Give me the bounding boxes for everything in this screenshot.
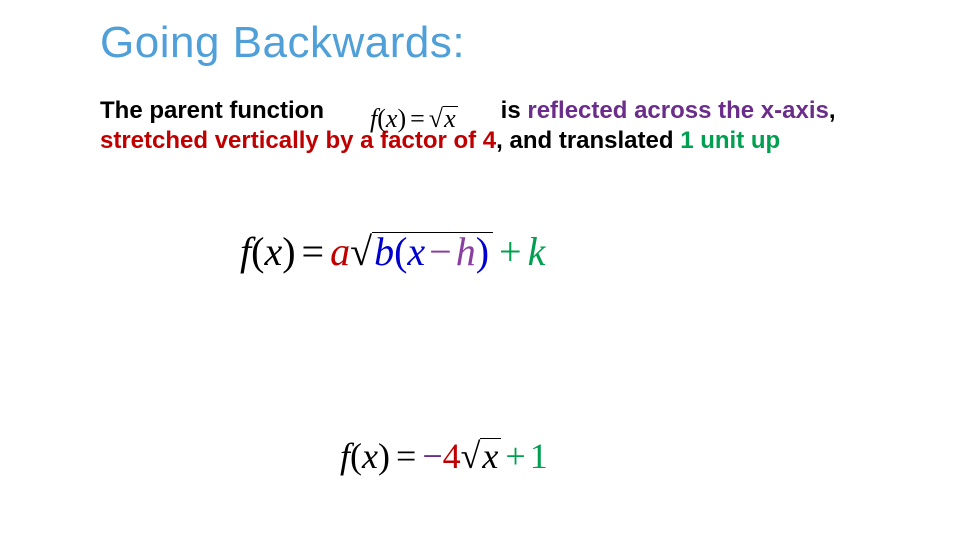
text-prefix: The parent function [100, 97, 324, 124]
answer-formula: f(x)=−4√x+1 [340, 435, 548, 477]
ans-f: f [340, 436, 350, 476]
ans-x: x [362, 436, 378, 476]
tpl-x: x [264, 229, 282, 274]
tpl-vinculum: b(x−h) [372, 232, 493, 271]
tpl-rpar: ) [282, 229, 295, 274]
tpl-lpar: ( [251, 229, 264, 274]
ans-radicand: x [482, 436, 498, 476]
ans-vinculum: x [480, 438, 501, 473]
template-formula: f(x)=a√b(x−h)+k [240, 228, 545, 275]
ans-radical: √ [461, 436, 481, 476]
tpl-a: a [330, 229, 350, 274]
pf-lpar: ( [377, 104, 386, 133]
tpl-plus: + [493, 229, 528, 274]
text-reflected: reflected across the x-axis [527, 97, 829, 124]
tpl-blpar: ( [394, 229, 407, 274]
pf-radical: √ [429, 104, 443, 133]
text-unitup: 1 unit up [680, 127, 780, 154]
tpl-h: h [456, 229, 476, 274]
tpl-b: b [374, 229, 394, 274]
text-sep1: , [829, 97, 836, 124]
pf-eq: = [406, 104, 429, 133]
slide: Going Backwards: The parent function is … [0, 0, 960, 540]
tpl-xh: x [407, 229, 425, 274]
pf-x: x [386, 104, 398, 133]
tpl-f: f [240, 229, 251, 274]
ans-neg: − [422, 436, 442, 476]
pf-radicand: x [444, 104, 456, 133]
problem-text: The parent function is reflected across … [100, 96, 860, 156]
tpl-eq: = [296, 229, 331, 274]
tpl-brpar: ) [476, 229, 489, 274]
tpl-radical: √ [350, 229, 372, 274]
ans-plus: + [501, 436, 529, 476]
pf-sqrt: √x [429, 104, 458, 134]
ans-four: 4 [443, 436, 461, 476]
ans-lpar: ( [350, 436, 362, 476]
ans-eq: = [390, 436, 422, 476]
parent-function-formula: f(x)=√x [370, 104, 458, 134]
slide-title: Going Backwards: [100, 18, 860, 68]
ans-rpar: ) [378, 436, 390, 476]
ans-one: 1 [530, 436, 548, 476]
tpl-minus: − [425, 229, 456, 274]
pf-rpar: ) [397, 104, 406, 133]
text-mid: is [494, 97, 527, 124]
pf-vinculum: x [443, 106, 458, 130]
text-sep2: , and translated [496, 127, 680, 154]
tpl-k: k [528, 229, 546, 274]
